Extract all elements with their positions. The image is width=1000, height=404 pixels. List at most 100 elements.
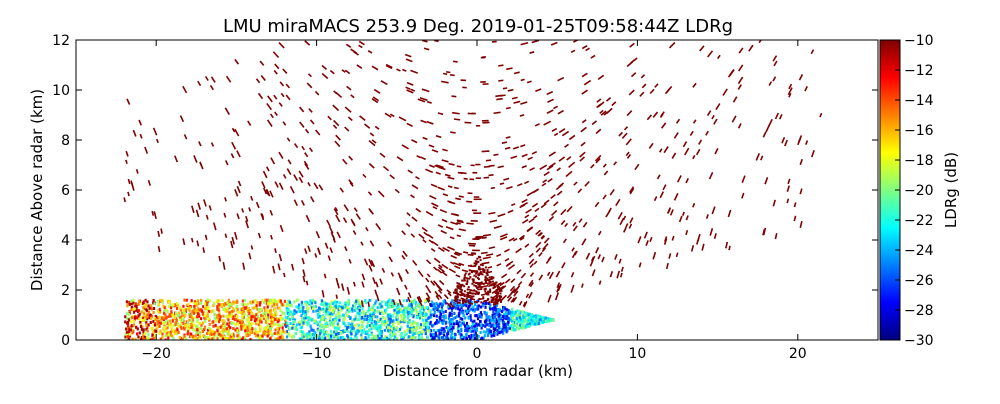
- ldr-cell-upper: [573, 222, 576, 226]
- ldr-cell-upper: [444, 295, 448, 299]
- ldr-cell-low: [277, 320, 279, 323]
- ldr-cell-upper: [739, 123, 741, 128]
- ldr-cell-low: [445, 336, 447, 339]
- ldr-cell-upper: [820, 113, 822, 117]
- ldr-cell-low: [137, 303, 139, 306]
- ldr-cell-low: [306, 321, 308, 324]
- ldr-cell-upper: [799, 74, 802, 80]
- ldr-cell-low: [184, 314, 186, 317]
- ldr-cell-upper: [582, 46, 587, 49]
- x-tick-label: −10: [302, 346, 332, 362]
- ldr-cell-low: [412, 320, 414, 323]
- ldr-cell-low: [222, 308, 224, 311]
- ldr-cell-upper: [274, 70, 277, 74]
- ldr-cell-low: [479, 320, 481, 323]
- ldr-cell-upper: [655, 196, 657, 200]
- ldr-cell-upper: [319, 185, 322, 190]
- ldr-cell-upper: [348, 117, 352, 120]
- ldr-cell-low: [511, 328, 513, 331]
- ldr-cell-upper: [411, 234, 415, 237]
- ldr-cell-low: [483, 330, 485, 333]
- ldr-cell-low: [457, 324, 459, 327]
- ldr-cell-upper: [607, 108, 613, 113]
- ldr-cell-upper: [680, 216, 682, 222]
- ldr-cell-low: [361, 336, 363, 339]
- ldr-cell-low: [249, 326, 251, 329]
- ldr-cell-cluster: [456, 291, 458, 293]
- colorbar-tick-label: −10: [904, 33, 934, 49]
- ldr-cell-low: [294, 327, 296, 330]
- ldr-cell-low: [491, 335, 493, 338]
- ldr-cell-upper: [314, 183, 318, 189]
- ldr-cell-cluster: [494, 283, 496, 285]
- ldr-cell-upper: [573, 226, 577, 231]
- ldr-cell-low: [133, 324, 135, 327]
- ldr-cell-low: [154, 302, 156, 305]
- ldr-cell-low: [493, 327, 495, 330]
- ldr-cell-low: [248, 312, 250, 315]
- ldr-cell-low: [480, 306, 482, 309]
- ldr-cell-upper: [280, 225, 282, 232]
- ldr-cell-low: [391, 327, 393, 330]
- ldr-cell-low: [148, 337, 150, 340]
- ldr-cell-upper: [237, 151, 240, 157]
- ldr-cell-low: [129, 303, 131, 306]
- ldr-cell-low: [443, 319, 445, 322]
- ldr-cell-upper: [232, 237, 234, 244]
- ldr-cell-low: [182, 305, 184, 308]
- ldr-cell-upper: [571, 50, 575, 52]
- ldr-cell-low: [239, 311, 241, 314]
- ldr-cell-low: [130, 300, 132, 303]
- ldr-cell-low: [425, 319, 427, 322]
- ldr-cell-low: [311, 302, 313, 305]
- ldr-cell-low: [345, 301, 347, 304]
- ldr-cell-cluster: [474, 265, 476, 267]
- ldr-cell-low: [379, 326, 381, 329]
- ldr-cell-upper: [677, 253, 678, 257]
- ldr-cell-low: [251, 327, 253, 330]
- ldr-cell-low: [270, 313, 272, 316]
- ldr-cell-upper: [347, 86, 351, 90]
- ldr-cell-upper: [526, 209, 532, 213]
- ldr-cell-upper: [610, 189, 614, 195]
- ldr-cell-low: [432, 308, 434, 311]
- ldr-cell-low: [501, 310, 503, 313]
- ldr-cell-low: [396, 316, 398, 319]
- ldr-cell-upper: [287, 169, 290, 175]
- ldr-cell-upper: [197, 241, 198, 247]
- ldr-cell-upper: [430, 196, 437, 199]
- ldr-cell-low: [453, 302, 455, 305]
- ldr-cell-cluster: [494, 302, 496, 304]
- ldr-cell-upper: [675, 193, 678, 200]
- ldr-cell-low: [202, 334, 204, 337]
- ldr-cell-low: [337, 322, 339, 325]
- ldr-cell-low: [478, 323, 480, 326]
- ldr-cell-low: [243, 310, 245, 313]
- ldr-cell-low: [329, 321, 331, 324]
- ldr-cell-upper: [670, 42, 675, 48]
- ldr-cell-upper: [759, 39, 762, 43]
- ldr-cell-cluster: [464, 290, 466, 292]
- ldr-cell-upper: [503, 88, 507, 89]
- ldr-cell-low: [302, 309, 304, 312]
- ldr-cell-cluster: [467, 289, 469, 291]
- ldr-cell-upper: [432, 242, 438, 246]
- ldr-cell-low: [392, 305, 394, 308]
- ldr-cell-upper: [239, 181, 241, 186]
- ldr-cell-low: [420, 326, 422, 329]
- ldr-cell-cluster: [489, 276, 491, 278]
- ldr-cell-low: [255, 313, 257, 316]
- ldr-cell-low: [512, 317, 514, 320]
- ldr-cell-low: [227, 318, 229, 321]
- ldr-cell-low: [511, 311, 513, 314]
- ldr-cell-upper: [541, 204, 546, 208]
- ldr-cell-upper: [586, 48, 590, 50]
- ldr-cell-upper: [621, 273, 622, 277]
- ldr-cell-low: [466, 322, 468, 325]
- ldr-cell-low: [329, 317, 331, 320]
- ldr-cell-cluster: [480, 273, 482, 275]
- ldr-cell-upper: [275, 112, 278, 115]
- ldr-cell-low: [244, 313, 246, 316]
- ldr-cell-cluster: [477, 261, 479, 263]
- ldr-cell-upper: [697, 239, 699, 245]
